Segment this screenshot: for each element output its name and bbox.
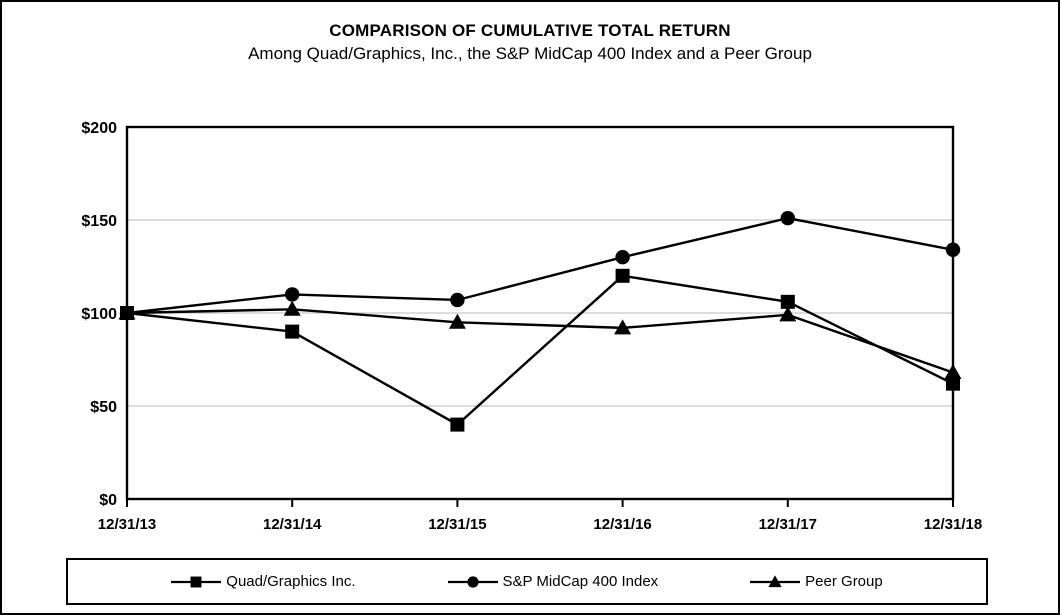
y-axis-tick-label: $50 <box>90 399 117 416</box>
triangle-marker <box>779 306 797 322</box>
square-marker <box>190 576 202 587</box>
series-line <box>126 216 954 315</box>
legend-label: Peer Group <box>805 573 883 590</box>
series-s-p-midcap-400-index <box>119 210 961 321</box>
legend-entry-sp-midcap-400: S&P MidCap 400 Index <box>447 573 659 591</box>
square-marker-line-icon <box>171 576 222 587</box>
triangle-marker <box>944 364 962 380</box>
triangle-marker-line-icon <box>750 574 801 587</box>
square-marker <box>946 376 960 391</box>
legend: Quad/Graphics Inc. S&P MidCap 400 Index … <box>66 558 988 605</box>
triangle-marker <box>614 319 632 335</box>
circle-marker <box>615 250 630 265</box>
x-axis-tick-label: 12/31/16 <box>593 516 651 532</box>
legend-label: S&P MidCap 400 Index <box>502 573 659 590</box>
x-axis-tick-label: 12/31/18 <box>924 516 982 532</box>
y-axis-tick-label: $200 <box>81 120 117 137</box>
square-marker <box>780 294 795 309</box>
triangle-marker <box>768 574 782 587</box>
circle-marker <box>780 210 795 226</box>
legend-entry-peer-group: Peer Group <box>750 573 883 591</box>
chart-title: COMPARISON OF CUMULATIVE TOTAL RETURN <box>329 21 731 40</box>
series-line <box>126 308 954 374</box>
triangle-marker <box>283 300 301 316</box>
x-axis-tick-label: 12/31/14 <box>263 516 322 532</box>
series-line <box>126 274 954 427</box>
series-quad-graphics-inc- <box>120 268 960 432</box>
triangle-marker <box>448 313 466 329</box>
circle-marker <box>285 287 300 302</box>
chart-header: COMPARISON OF CUMULATIVE TOTAL RETURN Am… <box>2 2 1058 77</box>
circle-marker <box>945 242 961 257</box>
square-marker <box>615 268 630 283</box>
y-axis-tick-label: $0 <box>99 492 117 509</box>
y-axis-tick-label: $150 <box>81 213 117 230</box>
circle-marker-line-icon <box>447 575 498 588</box>
square-marker <box>285 324 300 339</box>
x-axis-tick-label: 12/31/17 <box>759 516 817 532</box>
square-marker <box>450 417 465 432</box>
square-marker <box>120 306 134 320</box>
legend-entry-quad-graphics: Quad/Graphics Inc. <box>171 573 356 591</box>
circle-marker <box>466 575 479 588</box>
x-axis-tick-label: 12/31/15 <box>428 516 486 532</box>
x-axis-tick-label: 12/31/13 <box>98 516 156 532</box>
legend-label: Quad/Graphics Inc. <box>226 573 356 590</box>
y-axis-tick-label: $100 <box>81 306 117 323</box>
circle-marker <box>450 292 465 308</box>
cumulative-total-return-line-chart: $0 $50 $100 $150 $200 12/31/13 12/31/14 12/31/1… <box>81 120 982 532</box>
chart-subtitle: Among Quad/Graphics, Inc., the S&P MidCa… <box>248 44 812 63</box>
